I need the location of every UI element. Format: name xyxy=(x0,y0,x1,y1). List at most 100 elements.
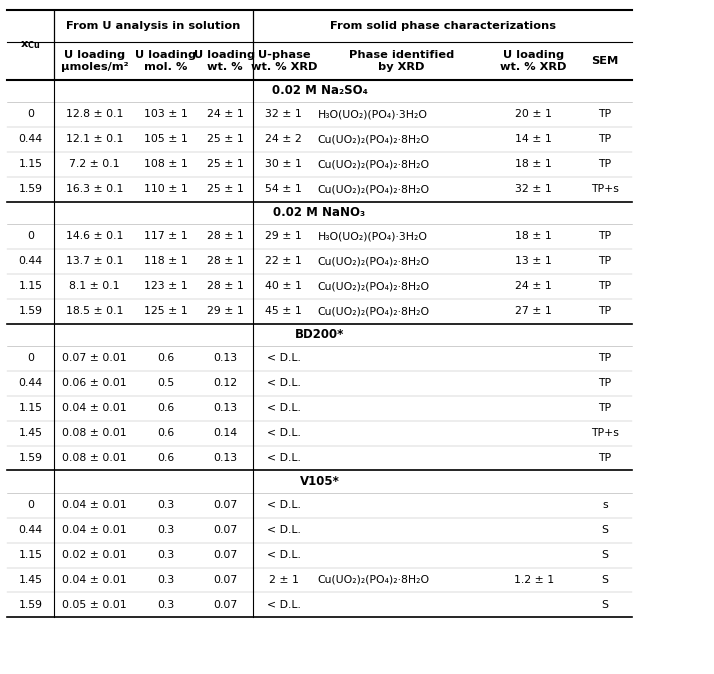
Text: 1.45: 1.45 xyxy=(19,575,42,585)
Text: 123 ± 1: 123 ± 1 xyxy=(144,281,188,291)
Text: 24 ± 1: 24 ± 1 xyxy=(206,109,243,119)
Text: 7.2 ± 0.1: 7.2 ± 0.1 xyxy=(69,159,120,169)
Text: 25 ± 1: 25 ± 1 xyxy=(206,184,243,194)
Text: 30 ± 1: 30 ± 1 xyxy=(266,159,302,169)
Text: Cu(UO₂)₂(PO₄)₂·8H₂O: Cu(UO₂)₂(PO₄)₂·8H₂O xyxy=(318,575,430,585)
Text: < D.L.: < D.L. xyxy=(267,525,301,535)
Text: 0.08 ± 0.01: 0.08 ± 0.01 xyxy=(62,453,127,463)
Text: 8.1 ± 0.1: 8.1 ± 0.1 xyxy=(69,281,120,291)
Text: 0.3: 0.3 xyxy=(157,575,175,585)
Text: 1.15: 1.15 xyxy=(19,403,42,413)
Text: TP: TP xyxy=(598,403,612,413)
Text: < D.L.: < D.L. xyxy=(267,353,301,363)
Text: 0.44: 0.44 xyxy=(19,378,42,388)
Text: 24 ± 1: 24 ± 1 xyxy=(516,281,552,291)
Text: 0.07 ± 0.01: 0.07 ± 0.01 xyxy=(62,353,127,363)
Text: 2 ± 1: 2 ± 1 xyxy=(269,575,298,585)
Text: 1.15: 1.15 xyxy=(19,281,42,291)
Text: 0.07: 0.07 xyxy=(213,525,237,535)
Text: 0.5: 0.5 xyxy=(157,378,175,388)
Text: 1.15: 1.15 xyxy=(19,550,42,560)
Text: 0: 0 xyxy=(27,109,34,119)
Text: 0.6: 0.6 xyxy=(157,353,175,363)
Text: Cu(UO₂)₂(PO₄)₂·8H₂O: Cu(UO₂)₂(PO₄)₂·8H₂O xyxy=(318,134,430,144)
Text: 125 ± 1: 125 ± 1 xyxy=(144,306,188,316)
Text: 0.44: 0.44 xyxy=(19,525,42,535)
Text: U loading
mol. %: U loading mol. % xyxy=(136,50,196,72)
Text: < D.L.: < D.L. xyxy=(267,403,301,413)
Text: TP: TP xyxy=(598,453,612,463)
Text: Cu(UO₂)₂(PO₄)₂·8H₂O: Cu(UO₂)₂(PO₄)₂·8H₂O xyxy=(318,281,430,291)
Text: Cu(UO₂)₂(PO₄)₂·8H₂O: Cu(UO₂)₂(PO₄)₂·8H₂O xyxy=(318,184,430,194)
Text: 0.04 ± 0.01: 0.04 ± 0.01 xyxy=(62,403,127,413)
Text: 29 ± 1: 29 ± 1 xyxy=(206,306,243,316)
Text: 14.6 ± 0.1: 14.6 ± 0.1 xyxy=(66,231,124,241)
Text: U loading
μmoles/m²: U loading μmoles/m² xyxy=(61,50,129,72)
Text: TP: TP xyxy=(598,353,612,363)
Text: S: S xyxy=(602,600,608,610)
Text: 118 ± 1: 118 ± 1 xyxy=(144,256,188,266)
Text: TP+s: TP+s xyxy=(591,184,619,194)
Text: $\mathbf{x_{Cu}}$: $\mathbf{x_{Cu}}$ xyxy=(20,39,41,51)
Text: 0.02 M NaNO₃: 0.02 M NaNO₃ xyxy=(273,206,366,219)
Text: 1.59: 1.59 xyxy=(19,600,42,610)
Text: < D.L.: < D.L. xyxy=(267,600,301,610)
Text: 0.13: 0.13 xyxy=(213,353,237,363)
Text: 0.02 ± 0.01: 0.02 ± 0.01 xyxy=(62,550,127,560)
Text: 105 ± 1: 105 ± 1 xyxy=(144,134,188,144)
Text: 12.8 ± 0.1: 12.8 ± 0.1 xyxy=(66,109,124,119)
Text: 0.05 ± 0.01: 0.05 ± 0.01 xyxy=(62,600,127,610)
Text: 28 ± 1: 28 ± 1 xyxy=(206,281,243,291)
Text: 0.6: 0.6 xyxy=(157,403,175,413)
Text: 14 ± 1: 14 ± 1 xyxy=(516,134,552,144)
Text: 0.07: 0.07 xyxy=(213,575,237,585)
Text: 108 ± 1: 108 ± 1 xyxy=(144,159,188,169)
Text: H₃O(UO₂)(PO₄)·3H₂O: H₃O(UO₂)(PO₄)·3H₂O xyxy=(318,231,428,241)
Text: S: S xyxy=(602,575,608,585)
Text: 103 ± 1: 103 ± 1 xyxy=(144,109,188,119)
Text: 1.59: 1.59 xyxy=(19,184,42,194)
Text: S: S xyxy=(602,525,608,535)
Text: 117 ± 1: 117 ± 1 xyxy=(144,231,188,241)
Text: U loading
wt. % XRD: U loading wt. % XRD xyxy=(501,50,567,72)
Text: 0.3: 0.3 xyxy=(157,600,175,610)
Text: 1.59: 1.59 xyxy=(19,453,42,463)
Text: From solid phase characterizations: From solid phase characterizations xyxy=(330,22,555,31)
Text: TP: TP xyxy=(598,306,612,316)
Text: 13 ± 1: 13 ± 1 xyxy=(516,256,552,266)
Text: 0.12: 0.12 xyxy=(213,378,237,388)
Text: SEM: SEM xyxy=(591,56,619,66)
Text: 0: 0 xyxy=(27,500,34,510)
Text: 40 ± 1: 40 ± 1 xyxy=(266,281,302,291)
Text: < D.L.: < D.L. xyxy=(267,378,301,388)
Text: 110 ± 1: 110 ± 1 xyxy=(144,184,188,194)
Text: Cu(UO₂)₂(PO₄)₂·8H₂O: Cu(UO₂)₂(PO₄)₂·8H₂O xyxy=(318,306,430,316)
Text: 28 ± 1: 28 ± 1 xyxy=(206,256,243,266)
Text: 32 ± 1: 32 ± 1 xyxy=(516,184,552,194)
Text: 0.07: 0.07 xyxy=(213,550,237,560)
Text: 28 ± 1: 28 ± 1 xyxy=(206,231,243,241)
Text: 29 ± 1: 29 ± 1 xyxy=(266,231,302,241)
Text: TP: TP xyxy=(598,134,612,144)
Text: H₃O(UO₂)(PO₄)·3H₂O: H₃O(UO₂)(PO₄)·3H₂O xyxy=(318,109,428,119)
Text: < D.L.: < D.L. xyxy=(267,453,301,463)
Text: 0.3: 0.3 xyxy=(157,550,175,560)
Text: TP: TP xyxy=(598,231,612,241)
Text: U-phase
wt. % XRD: U-phase wt. % XRD xyxy=(251,50,317,72)
Text: 0.07: 0.07 xyxy=(213,500,237,510)
Text: 1.15: 1.15 xyxy=(19,159,42,169)
Text: 0.44: 0.44 xyxy=(19,256,42,266)
Text: 20 ± 1: 20 ± 1 xyxy=(516,109,552,119)
Text: 18 ± 1: 18 ± 1 xyxy=(516,231,552,241)
Text: < D.L.: < D.L. xyxy=(267,500,301,510)
Text: 27 ± 1: 27 ± 1 xyxy=(516,306,552,316)
Text: 24 ± 2: 24 ± 2 xyxy=(266,134,302,144)
Text: 0.02 M Na₂SO₄: 0.02 M Na₂SO₄ xyxy=(271,84,368,97)
Text: 1.45: 1.45 xyxy=(19,428,42,438)
Text: 1.2 ± 1: 1.2 ± 1 xyxy=(513,575,554,585)
Text: TP: TP xyxy=(598,159,612,169)
Text: 13.7 ± 0.1: 13.7 ± 0.1 xyxy=(66,256,124,266)
Text: Phase identified
by XRD: Phase identified by XRD xyxy=(349,50,454,72)
Text: 0: 0 xyxy=(27,231,34,241)
Text: 18 ± 1: 18 ± 1 xyxy=(516,159,552,169)
